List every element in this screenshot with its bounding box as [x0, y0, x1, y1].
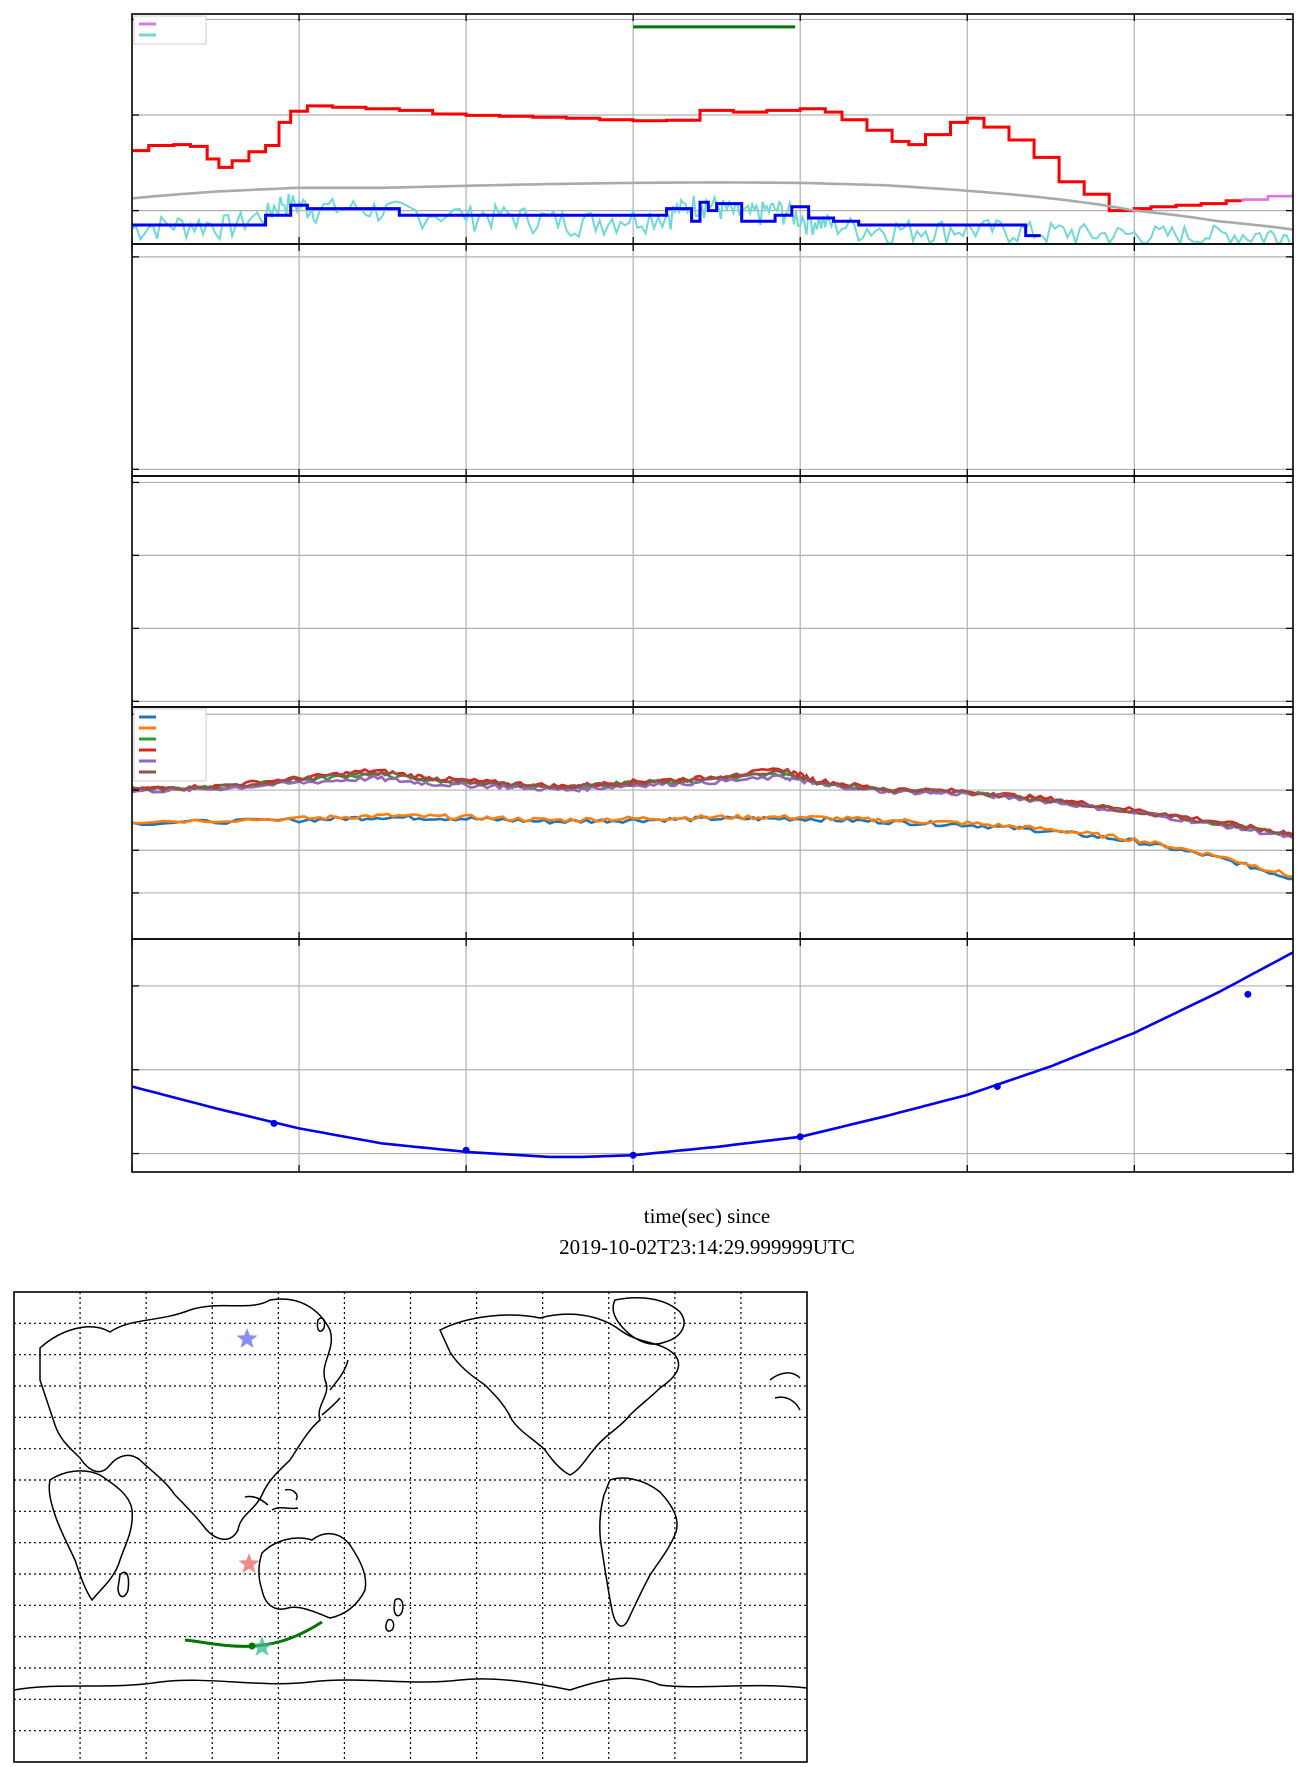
- chart-panel-maxi-rbm-rate: [131, 13, 1294, 245]
- x-axis-label-epoch: 2019-10-02T23:14:29.999999UTC: [559, 1235, 855, 1259]
- series-line-trace-3: [132, 200, 1041, 238]
- legend-box: [133, 15, 207, 45]
- mlt-marker: [629, 1151, 637, 1159]
- panel-frame: [131, 938, 1294, 1173]
- mlt-marker: [1244, 990, 1252, 998]
- panel-frame: [131, 706, 1294, 940]
- series-group: [132, 767, 1293, 881]
- world-map: [13, 1291, 808, 1763]
- legend: [133, 708, 207, 782]
- series-line-rbm-z: [132, 193, 1291, 244]
- series-line-trace-2: [132, 104, 1242, 213]
- series-line-imcx2si: [132, 773, 1293, 839]
- series-group: [132, 104, 1293, 244]
- series-group: [132, 951, 1293, 1159]
- chart-panel-sedaap-proton: [131, 475, 1294, 708]
- legend-box: [133, 708, 207, 782]
- coastlines: [13, 1297, 808, 1691]
- x-axis-label: time(sec) since: [644, 1204, 771, 1228]
- chart-panel-chd-rate: [131, 706, 1294, 940]
- series-line-rbm-h: [132, 104, 1293, 212]
- mlt-marker: [462, 1146, 470, 1154]
- series-line-chdysi: [132, 812, 1293, 878]
- series-line-imcy2si: [132, 768, 1293, 837]
- panel-frame: [131, 475, 1294, 708]
- chart-panel-magnetic-latitude: [131, 938, 1294, 1173]
- north-conjugate-star-icon: [236, 1328, 258, 1348]
- series-line-chdxsi: [132, 814, 1293, 881]
- mlt-marker: [993, 1083, 1001, 1091]
- south-conjugate-star-icon: [238, 1553, 260, 1573]
- panel-frame: [131, 243, 1294, 477]
- series-line-trace-0: [132, 951, 1293, 1159]
- mlt-marker: [796, 1133, 804, 1141]
- mlt-marker: [270, 1119, 278, 1127]
- legend: [133, 15, 207, 45]
- satellite-position-star-icon: [251, 1636, 273, 1656]
- track-point: [248, 1642, 256, 1650]
- series-line-trace-4: [132, 181, 1293, 231]
- chart-panel-sedaap-electron: [131, 243, 1294, 477]
